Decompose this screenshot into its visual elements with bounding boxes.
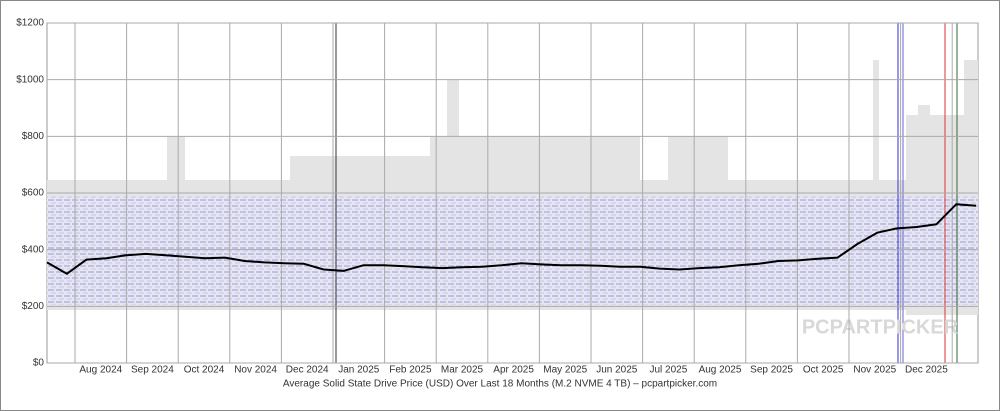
x-tick-label: Feb 2025: [389, 365, 432, 376]
average-price-line: [46, 203, 977, 275]
x-tick-label: Dec 2024: [286, 365, 329, 376]
x-tick-label: Sep 2024: [131, 365, 174, 376]
x-tick-label: Nov 2025: [853, 365, 896, 376]
x-tick-label: Jun 2025: [596, 365, 638, 376]
y-tick-label: $800: [22, 131, 45, 142]
x-tick-label: Jan 2025: [338, 365, 380, 376]
x-tick-label: Aug 2024: [79, 365, 122, 376]
y-tick-label: $400: [22, 244, 45, 255]
x-tick-label: Oct 2024: [184, 365, 225, 376]
y-tick-label: $1200: [16, 18, 44, 29]
x-tick-label: Nov 2024: [234, 365, 277, 376]
x-tick-label: Jul 2025: [649, 365, 687, 376]
x-tick-label: Sep 2025: [750, 365, 793, 376]
y-tick-label: $600: [22, 188, 45, 199]
x-tick-label: Dec 2025: [905, 365, 948, 376]
x-tick-label: Mar 2025: [441, 365, 484, 376]
y-tick-label: $1000: [16, 74, 44, 85]
watermark: PCPARTPICKER: [802, 316, 959, 338]
y-tick-label: $200: [22, 301, 45, 312]
x-tick-label: Apr 2025: [493, 365, 534, 376]
chart-title: Average Solid State Drive Price (USD) Ov…: [283, 379, 717, 390]
y-tick-label: $0: [33, 358, 45, 369]
x-tick-label: Aug 2025: [699, 365, 742, 376]
x-tick-label: May 2025: [543, 365, 587, 376]
x-tick-label: Oct 2025: [803, 365, 844, 376]
